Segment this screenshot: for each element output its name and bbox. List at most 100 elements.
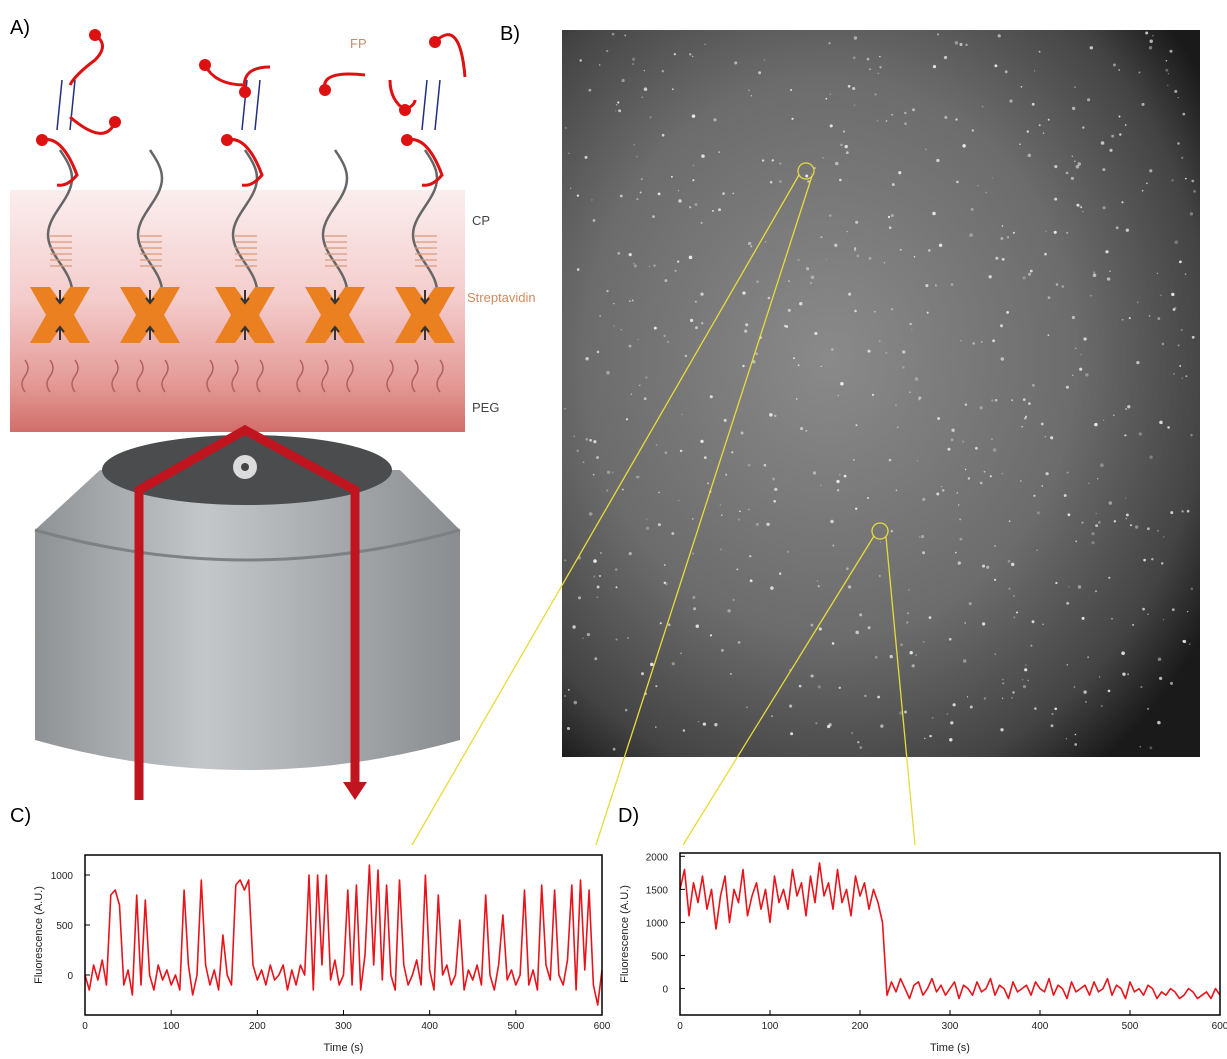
- spot: [1182, 113, 1185, 116]
- spot: [1151, 558, 1153, 560]
- spot: [741, 432, 744, 435]
- spot: [855, 631, 859, 635]
- spot: [1022, 679, 1023, 680]
- spot: [1093, 273, 1097, 277]
- spot: [1095, 524, 1098, 527]
- spot: [1100, 463, 1104, 467]
- spot: [965, 403, 967, 405]
- spot: [1185, 375, 1187, 377]
- spot: [665, 451, 668, 454]
- spot: [918, 396, 921, 399]
- spot: [982, 106, 984, 108]
- spot: [1173, 373, 1174, 374]
- spot: [1011, 697, 1013, 699]
- spot: [748, 509, 749, 510]
- spot: [1090, 295, 1091, 296]
- spot: [929, 616, 932, 619]
- spot: [1147, 708, 1149, 710]
- spot: [1169, 50, 1172, 53]
- spot: [944, 56, 947, 59]
- spot: [911, 329, 912, 330]
- spot: [846, 231, 848, 233]
- spot: [995, 399, 998, 402]
- spot: [642, 97, 643, 98]
- spot: [1102, 168, 1105, 171]
- spot: [1034, 70, 1035, 71]
- spot: [1125, 498, 1126, 499]
- spot: [891, 530, 893, 532]
- spot: [584, 156, 587, 159]
- spot: [994, 579, 996, 581]
- spot: [867, 58, 870, 61]
- x-axis-label: Time (s): [324, 1042, 364, 1054]
- spot: [597, 586, 600, 589]
- spot: [874, 311, 876, 313]
- x-tick-label: 100: [163, 1021, 180, 1032]
- spot: [1129, 317, 1131, 319]
- spot: [606, 290, 608, 292]
- spot: [869, 68, 871, 70]
- spot: [828, 42, 830, 44]
- spot: [1050, 436, 1053, 439]
- spot: [1091, 532, 1094, 535]
- spot: [570, 188, 571, 189]
- spot: [1126, 229, 1129, 232]
- spot: [935, 284, 937, 286]
- spot: [1082, 126, 1084, 128]
- spot: [811, 275, 815, 279]
- spot: [622, 489, 624, 491]
- spot: [678, 190, 680, 192]
- spot: [965, 469, 966, 470]
- x-tick-label: 500: [507, 1021, 524, 1032]
- spot: [1122, 673, 1125, 676]
- spot: [1045, 231, 1046, 232]
- spot: [993, 448, 996, 451]
- spot: [1082, 617, 1085, 620]
- spot: [617, 101, 619, 103]
- spot: [1023, 685, 1026, 688]
- spot: [879, 340, 880, 341]
- spot: [1119, 116, 1121, 118]
- spot: [632, 58, 635, 61]
- spot: [936, 493, 939, 496]
- spot: [750, 245, 752, 247]
- spot: [785, 325, 788, 328]
- spot: [612, 33, 615, 36]
- spot: [771, 715, 773, 717]
- spot: [1124, 435, 1126, 437]
- spot: [1021, 426, 1023, 428]
- spot: [574, 701, 578, 705]
- spot: [1027, 130, 1029, 132]
- spot: [1114, 520, 1116, 522]
- spot: [649, 266, 650, 267]
- fluorophore: [429, 36, 441, 48]
- spot: [910, 651, 913, 654]
- spot: [1075, 734, 1077, 736]
- spot: [1043, 132, 1044, 133]
- spot: [836, 480, 839, 483]
- spot: [667, 341, 669, 343]
- spot: [1187, 510, 1190, 513]
- spot: [951, 283, 954, 286]
- spot: [965, 44, 968, 47]
- spot: [852, 87, 855, 90]
- spot: [618, 109, 621, 112]
- spot: [690, 319, 693, 322]
- spot: [1101, 705, 1103, 707]
- y-axis-label: Fluorescence (A.U.): [33, 886, 45, 984]
- spot: [703, 722, 706, 725]
- x-tick-label: 400: [1032, 1021, 1049, 1032]
- y-tick-label: 1000: [51, 871, 74, 882]
- spot: [658, 492, 660, 494]
- spot: [902, 366, 905, 369]
- spot: [921, 535, 924, 538]
- spot: [1073, 686, 1075, 688]
- plot-frame: [85, 855, 602, 1015]
- spot: [1119, 133, 1121, 135]
- spot: [941, 486, 942, 487]
- spot: [854, 36, 857, 39]
- spot: [662, 70, 664, 72]
- spot: [855, 221, 858, 224]
- spot: [565, 127, 567, 129]
- spot: [810, 624, 813, 627]
